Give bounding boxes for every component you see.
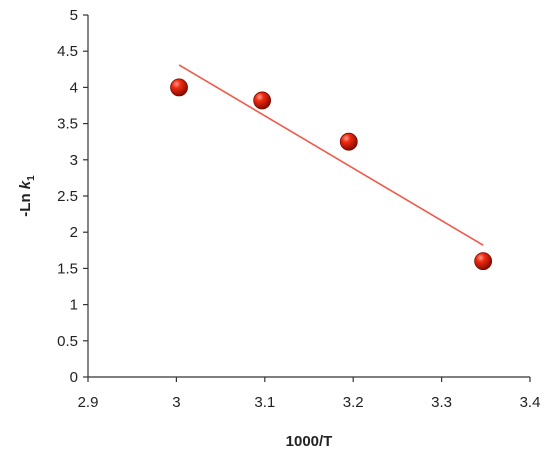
x-tick-label: 3	[172, 394, 180, 411]
x-tick-label: 3.1	[254, 394, 275, 411]
x-axis-ticks: 2.9 3 3.1 3.2 3.3 3.4	[78, 377, 541, 411]
y-tick-label: 0	[70, 369, 78, 386]
y-tick-label: 1.5	[57, 260, 78, 277]
y-tick-label: 5	[70, 7, 78, 24]
x-tick-label: 3.4	[520, 394, 541, 411]
x-tick-label: 3.2	[343, 394, 364, 411]
y-axis-title-main: -Ln	[17, 189, 34, 217]
x-axis-title: 1000/T	[286, 433, 333, 450]
y-axis-title-k: k	[17, 180, 34, 189]
data-point	[170, 78, 188, 97]
y-axis-title: -Ln k1	[17, 175, 37, 217]
y-tick-label: 4.5	[57, 43, 78, 60]
data-point	[253, 91, 272, 110]
y-axis-ticks: 0 0.5 1 1.5 2 2.5 3 3.5 4 4.5 5	[57, 7, 88, 386]
y-tick-label: 4	[70, 79, 78, 96]
y-tick-label: 0.5	[57, 333, 78, 350]
data-point	[339, 132, 358, 151]
y-tick-label: 3.5	[57, 116, 78, 133]
x-tick-label: 3.3	[431, 394, 452, 411]
y-axis-title-sub: 1	[26, 175, 37, 181]
data-point	[474, 252, 493, 271]
y-tick-label: 2	[70, 224, 78, 241]
y-tick-label: 1	[70, 297, 78, 314]
trendline	[178, 64, 484, 246]
y-tick-label: 2.5	[57, 188, 78, 205]
x-tick-label: 2.9	[78, 394, 99, 411]
y-tick-label: 3	[70, 152, 78, 169]
data-points	[170, 78, 493, 271]
